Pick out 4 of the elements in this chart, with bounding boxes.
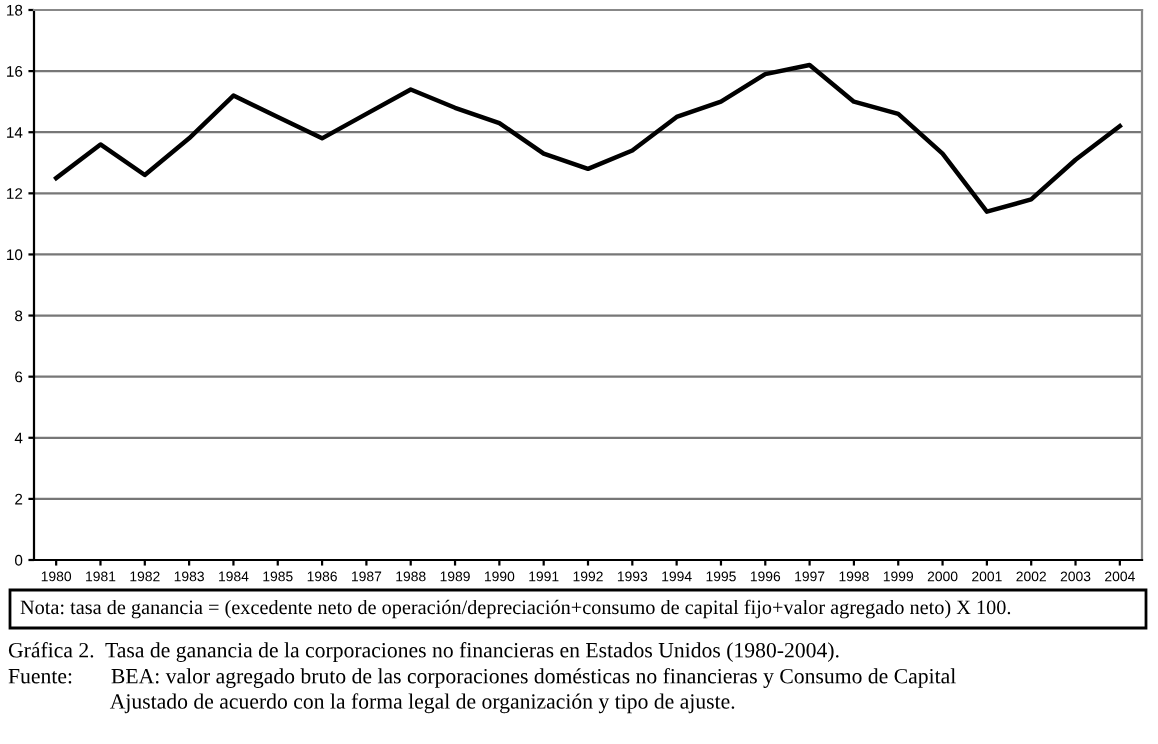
text: Gráfica 2. Tasa de ganancia de la corporaciones no financieras en Estados Unidos (1980-2004). [8, 642, 839, 662]
source-note: Fuente: BEA: valor agregado bruto de las corporaciones domésticas no financieras y Consumo de Capital Ajustado de acuerdo con la forma legal de organización y tipo de ajuste. [8, 668, 956, 714]
line-series [53, 62, 1123, 214]
text: Nota: tasa de ganancia = (excedente neto de operación/depreciación+consumo de capital fijo+valor agregado neto) X 100. [20, 599, 1011, 619]
